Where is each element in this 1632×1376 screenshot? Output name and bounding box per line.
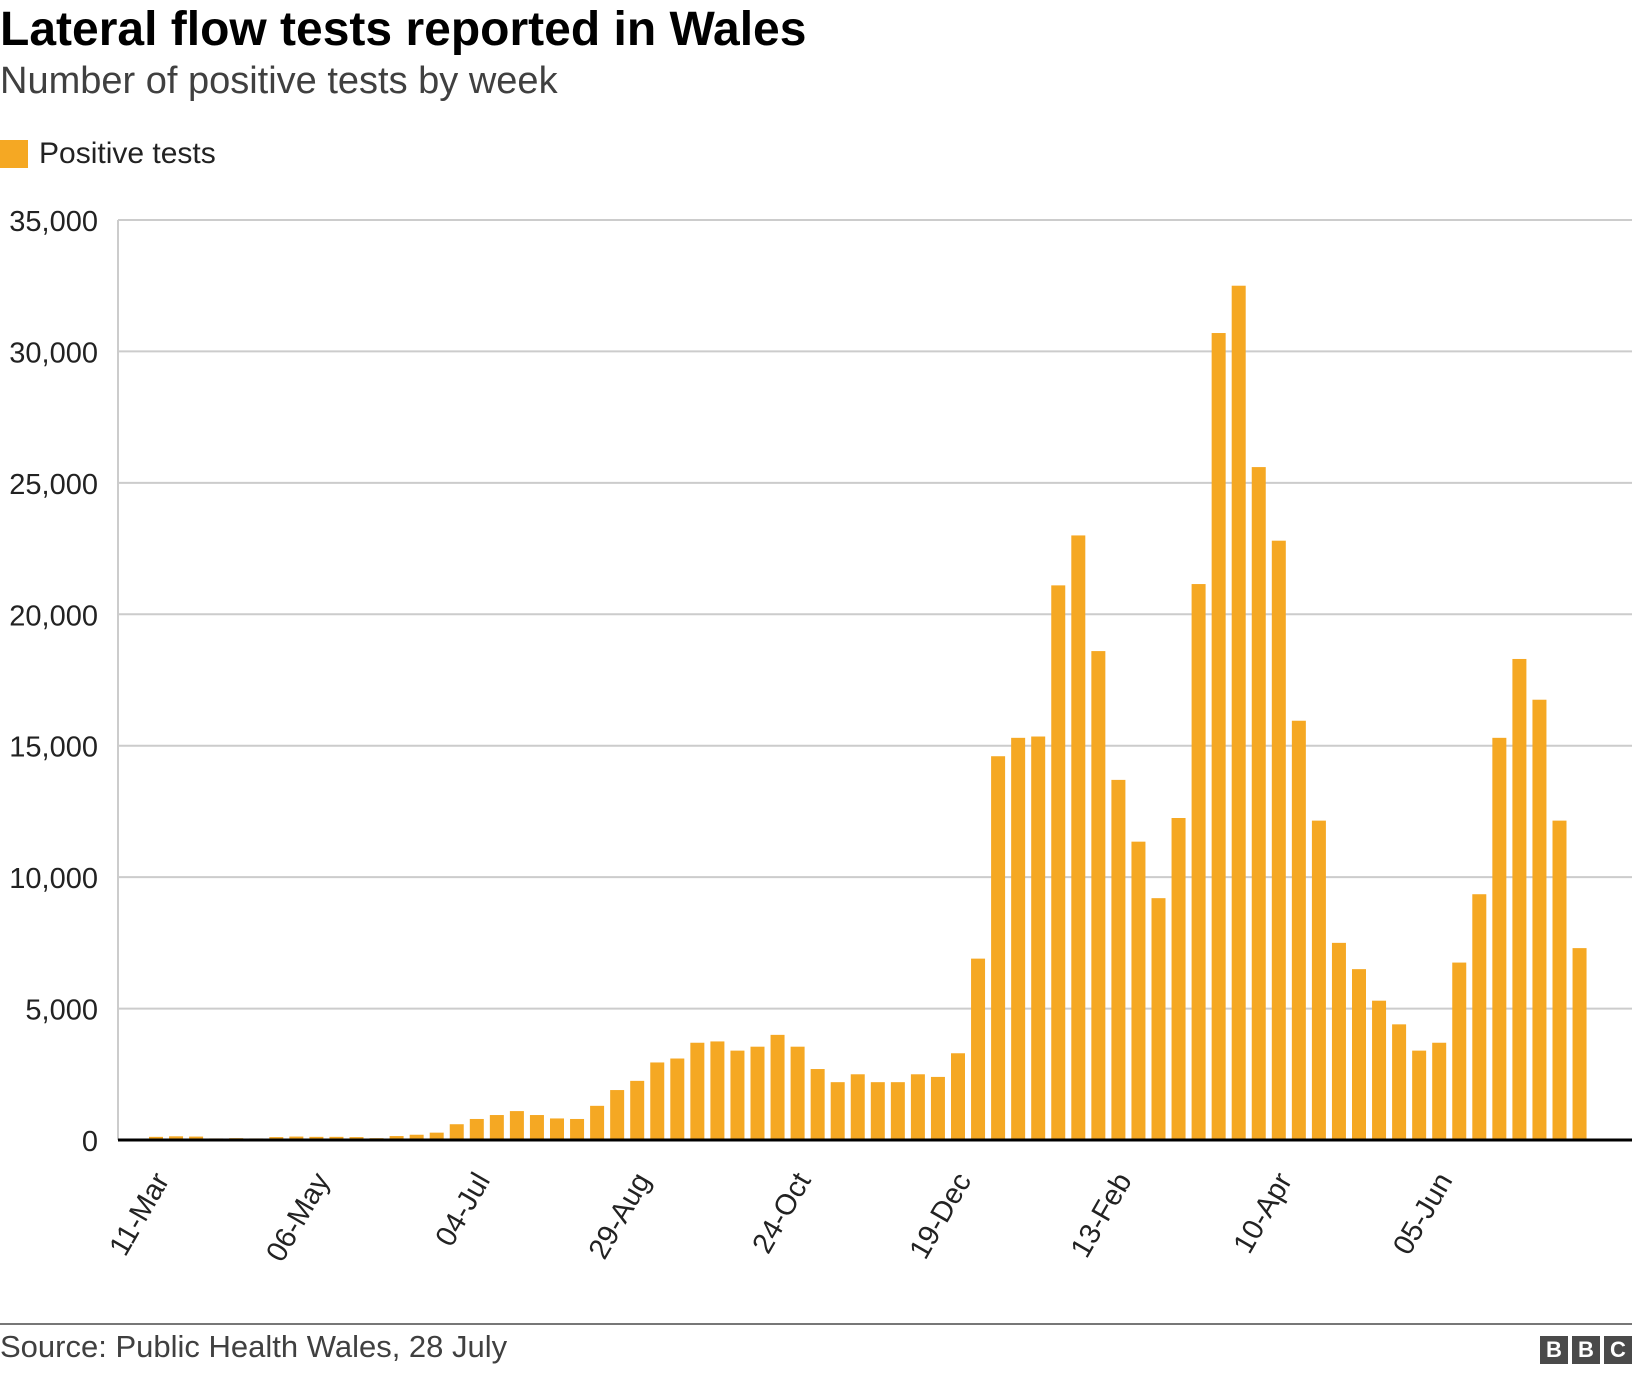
chart-subtitle: Number of positive tests by week <box>0 60 558 102</box>
bar <box>509 1111 524 1140</box>
x-tick-label: 10-Apr <box>1228 1167 1299 1259</box>
x-tick-label: 24-Oct <box>746 1168 817 1259</box>
bar <box>730 1050 745 1140</box>
bar <box>650 1062 665 1140</box>
bar <box>1311 820 1326 1140</box>
bar <box>1211 333 1226 1140</box>
x-tick-label: 19-Dec <box>904 1168 978 1265</box>
source-note: Source: Public Health Wales, 28 July <box>0 1329 508 1364</box>
bar <box>1051 585 1066 1140</box>
bar <box>489 1115 504 1140</box>
bar <box>1512 658 1527 1140</box>
bar <box>550 1118 564 1140</box>
bar <box>1392 1024 1407 1140</box>
bar <box>169 1136 184 1140</box>
bar <box>991 756 1006 1140</box>
bar-chart: 0 5,000 10,000 15,000 20,000 25,000 30,000 35,0… <box>9 206 1632 1267</box>
footer-divider <box>0 1323 1632 1325</box>
bar <box>1291 720 1306 1140</box>
bar <box>610 1090 625 1140</box>
bar <box>1251 467 1266 1141</box>
chart-title: Lateral flow tests reported in Wales <box>0 3 807 56</box>
bar <box>149 1136 163 1140</box>
x-tick-label: 06-May <box>260 1167 336 1267</box>
bar <box>1352 969 1366 1140</box>
bar <box>890 1082 905 1140</box>
bar <box>1492 737 1507 1140</box>
bar <box>1151 898 1166 1140</box>
bar <box>850 1074 865 1140</box>
bar <box>1552 820 1567 1140</box>
bar <box>1452 962 1467 1140</box>
x-tick-label: 11-Mar <box>103 1167 176 1261</box>
bar <box>951 1053 965 1140</box>
x-tick-label: 04-Jul <box>430 1168 497 1252</box>
bar <box>770 1034 785 1140</box>
bar <box>409 1134 424 1140</box>
legend-swatch <box>0 140 28 168</box>
x-tick-label: 29-Aug <box>583 1168 657 1265</box>
bar <box>1191 584 1206 1140</box>
y-tick-label: 5,000 <box>25 995 98 1027</box>
bar <box>529 1115 544 1140</box>
bar <box>910 1074 925 1140</box>
bar <box>1131 841 1146 1140</box>
bar <box>1091 651 1106 1140</box>
y-tick-label: 30,000 <box>9 337 98 369</box>
bar <box>1031 736 1046 1140</box>
y-tick-label: 35,000 <box>9 206 98 238</box>
bar <box>750 1046 765 1140</box>
y-tick-label: 20,000 <box>9 600 98 632</box>
bar <box>1171 818 1186 1140</box>
bar <box>1331 942 1346 1140</box>
bar <box>790 1046 805 1140</box>
bbc-logo-letter: B <box>1572 1336 1600 1364</box>
bbc-logo: B B C <box>1540 1336 1632 1364</box>
bar <box>810 1069 825 1140</box>
y-tick-label: 25,000 <box>9 469 98 501</box>
y-tick-label: 15,000 <box>9 732 98 764</box>
bar <box>830 1082 845 1140</box>
bar <box>329 1136 344 1140</box>
bar <box>309 1136 324 1140</box>
bbc-logo-letter: C <box>1604 1336 1632 1364</box>
bar <box>389 1136 404 1140</box>
bbc-logo-letter: B <box>1540 1336 1568 1364</box>
bar <box>1071 535 1086 1140</box>
bar <box>570 1118 585 1140</box>
bar <box>690 1042 705 1140</box>
bar <box>1372 1000 1387 1140</box>
bar <box>710 1041 725 1140</box>
bar <box>449 1124 464 1140</box>
bar <box>1472 894 1487 1140</box>
x-tick-label: 13-Feb <box>1065 1168 1139 1264</box>
y-tick-label: 10,000 <box>9 863 98 895</box>
bar <box>469 1118 484 1140</box>
bar <box>1432 1042 1447 1140</box>
legend-label: Positive tests <box>39 137 216 170</box>
bar <box>1231 285 1246 1140</box>
bar <box>630 1080 645 1140</box>
bar <box>429 1132 444 1140</box>
bar <box>1111 779 1126 1140</box>
bar <box>1532 699 1547 1140</box>
bar <box>590 1105 605 1140</box>
bar <box>1412 1050 1427 1140</box>
y-tick-label: 0 <box>82 1126 98 1158</box>
bar <box>189 1136 204 1140</box>
bar <box>870 1082 885 1140</box>
x-tick-label: 05-Jun <box>1387 1168 1459 1261</box>
bar <box>1572 948 1587 1140</box>
bar <box>670 1058 685 1140</box>
bar <box>971 958 986 1140</box>
bar <box>1011 737 1026 1140</box>
legend: Positive tests <box>0 134 216 174</box>
bar <box>289 1136 304 1140</box>
bar <box>930 1076 945 1140</box>
bar <box>1271 540 1286 1140</box>
